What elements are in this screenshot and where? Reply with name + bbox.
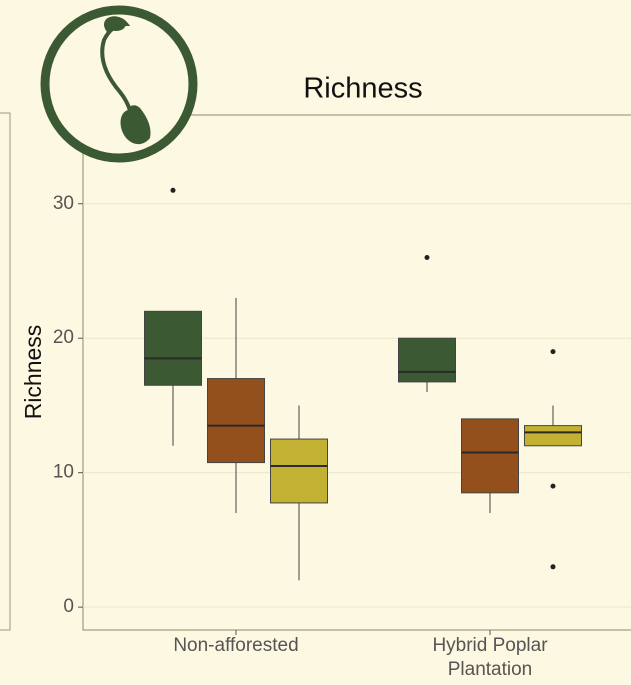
box [270,438,328,504]
box [207,378,265,464]
outlier [550,483,556,489]
box [144,310,202,386]
y-tick-label: 30 [53,193,74,214]
box [461,418,519,494]
side-panel [0,112,11,631]
x-tick-label: Non-afforested [173,635,299,656]
x-tick-label: Hybrid Poplar Plantation [432,635,548,680]
outlier [424,255,430,261]
chart-title: Richness [303,73,422,105]
outlier [170,187,176,193]
outlier [550,564,556,570]
y-tick-label: 20 [53,327,74,348]
logo [40,5,198,163]
box [398,337,456,383]
y-axis-label: Richness [20,325,46,420]
y-tick-label: 10 [53,462,74,483]
outlier [550,349,556,355]
y-tick-label: 0 [63,596,74,617]
box [524,425,582,447]
